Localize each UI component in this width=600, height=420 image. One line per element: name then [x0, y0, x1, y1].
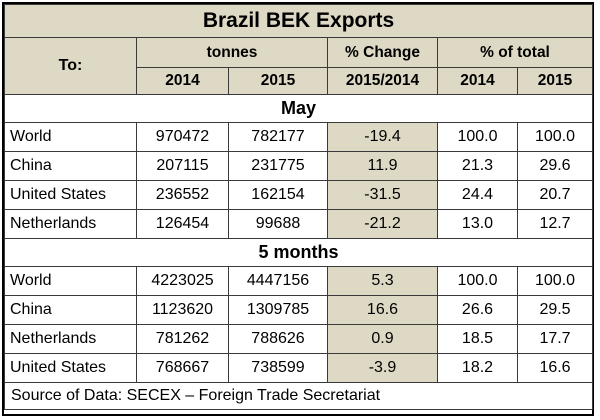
table-title: Brazil BEK Exports — [3, 4, 594, 38]
share-2014-cell: 26.6 — [437, 295, 518, 325]
tonnes-2015-cell: 1309785 — [228, 295, 328, 325]
share-2015-cell: 16.6 — [516, 353, 594, 383]
table-row: World 4223025 4447156 5.3 100.0 100.0 — [4, 266, 594, 296]
country-cell: World — [4, 266, 137, 296]
tonnes-2014-cell: 781262 — [136, 324, 229, 354]
change-years-header: 2015/2014 — [327, 67, 438, 95]
tonnes-2015-cell: 738599 — [228, 353, 328, 383]
share-2015-header: 2015 — [516, 67, 594, 95]
tonnes-2015-cell: 788626 — [228, 324, 328, 354]
share-2015-cell: 100.0 — [516, 266, 594, 296]
source-note: Source of Data: SECEX – Foreign Trade Se… — [3, 382, 594, 410]
country-cell: United States — [4, 180, 137, 210]
change-cell: 0.9 — [327, 324, 438, 354]
tonnes-2015-cell: 231775 — [228, 151, 328, 181]
tonnes-2015-cell: 4447156 — [228, 266, 328, 296]
table-row: United States 768667 738599 -3.9 18.2 16.6 — [4, 353, 594, 383]
change-cell: 5.3 — [327, 266, 438, 296]
share-2015-cell: 17.7 — [516, 324, 594, 354]
share-2014-cell: 100.0 — [437, 122, 518, 152]
change-cell: -31.5 — [327, 180, 438, 210]
tonnes-2014-header: 2014 — [136, 67, 229, 95]
country-cell: Netherlands — [4, 209, 137, 239]
share-2015-cell: 29.6 — [516, 151, 594, 181]
share-2014-cell: 100.0 — [437, 266, 518, 296]
country-cell: Netherlands — [4, 324, 137, 354]
share-2015-cell: 100.0 — [516, 122, 594, 152]
share-2014-cell: 18.2 — [437, 353, 518, 383]
share-2015-cell: 20.7 — [516, 180, 594, 210]
tonnes-2014-cell: 126454 — [136, 209, 229, 239]
to-header: To: — [4, 37, 137, 95]
tonnes-2014-cell: 1123620 — [136, 295, 229, 325]
tonnes-2014-cell: 970472 — [136, 122, 229, 152]
country-cell: China — [4, 151, 137, 181]
share-header: % of total — [436, 37, 594, 68]
change-cell: -21.2 — [327, 209, 438, 239]
table-row: China 207115 231775 11.9 21.3 29.6 — [4, 151, 594, 181]
tonnes-2015-cell: 162154 — [228, 180, 328, 210]
tonnes-2014-cell: 768667 — [136, 353, 229, 383]
tonnes-header: tonnes — [136, 37, 328, 68]
share-2015-cell: 29.5 — [516, 295, 594, 325]
exports-table-frame: Brazil BEK Exports To: tonnes % Change %… — [2, 2, 594, 416]
country-cell: World — [4, 122, 137, 152]
share-2014-cell: 13.0 — [437, 209, 518, 239]
table-row: Netherlands 126454 99688 -21.2 13.0 12.7 — [4, 209, 594, 239]
table-row: United States 236552 162154 -31.5 24.4 20.7 — [4, 180, 594, 210]
share-2015-cell: 12.7 — [516, 209, 594, 239]
table-row: Netherlands 781262 788626 0.9 18.5 17.7 — [4, 324, 594, 354]
exports-table: Brazil BEK Exports To: tonnes % Change %… — [3, 4, 594, 410]
tonnes-2015-cell: 782177 — [228, 122, 328, 152]
change-cell: 16.6 — [327, 295, 438, 325]
table-row: China 1123620 1309785 16.6 26.6 29.5 — [4, 295, 594, 325]
share-2014-cell: 24.4 — [437, 180, 518, 210]
tonnes-2015-header: 2015 — [228, 67, 328, 95]
tonnes-2015-cell: 99688 — [228, 209, 328, 239]
share-2014-cell: 21.3 — [437, 151, 518, 181]
country-cell: United States — [4, 353, 137, 383]
tonnes-2014-cell: 207115 — [136, 151, 229, 181]
table-row: World 970472 782177 -19.4 100.0 100.0 — [4, 122, 594, 152]
change-cell: 11.9 — [327, 151, 438, 181]
change-cell: -3.9 — [327, 353, 438, 383]
change-cell: -19.4 — [327, 122, 438, 152]
section-heading: 5 months — [3, 238, 594, 267]
section-heading: May — [3, 94, 594, 123]
change-header: % Change — [327, 37, 438, 68]
tonnes-2014-cell: 236552 — [136, 180, 229, 210]
tonnes-2014-cell: 4223025 — [136, 266, 229, 296]
country-cell: China — [4, 295, 137, 325]
share-2014-header: 2014 — [437, 67, 518, 95]
share-2014-cell: 18.5 — [437, 324, 518, 354]
